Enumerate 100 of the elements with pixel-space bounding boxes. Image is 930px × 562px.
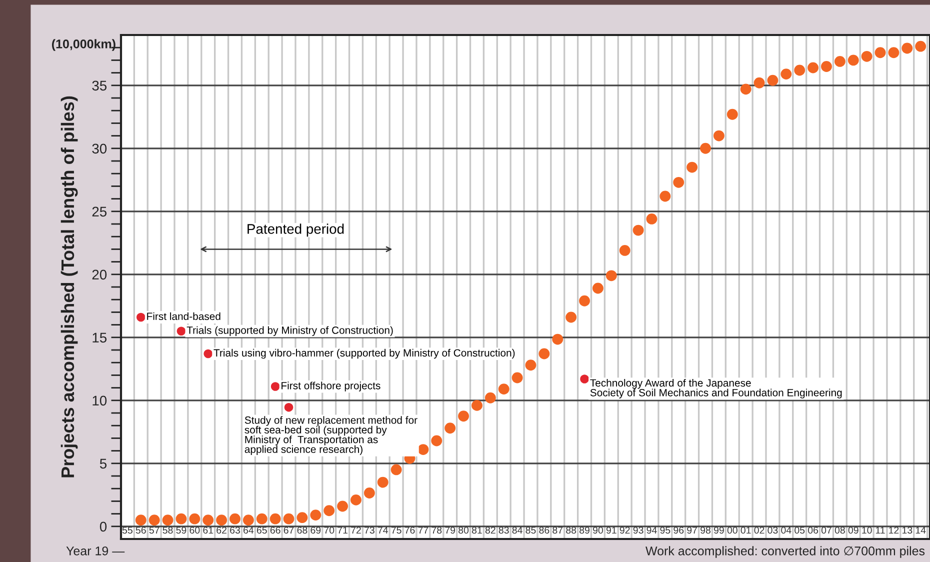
x-tick-label: 96 <box>674 526 684 534</box>
point <box>364 488 375 498</box>
annotation: Trials (supported by Ministry of Construction) <box>186 326 393 336</box>
x-tick-label: 00 <box>727 526 738 534</box>
point <box>740 84 752 95</box>
x-tick-label: 65 <box>256 526 267 534</box>
point <box>606 270 617 282</box>
point <box>848 54 859 66</box>
y-tick-label: 5 <box>100 458 107 469</box>
point <box>834 56 846 67</box>
x-tick-label: 81 <box>472 526 482 534</box>
point <box>498 384 510 395</box>
x-tick-label: 89 <box>580 526 590 534</box>
point <box>552 334 564 345</box>
x-tick-label: 78 <box>432 526 442 534</box>
x-tick-label: 70 <box>324 526 334 534</box>
y-tick-label: 0 <box>100 522 107 532</box>
point <box>512 372 523 384</box>
y-tick-label: 30 <box>92 144 107 154</box>
x-tick-label: 86 <box>539 526 550 534</box>
point <box>646 213 658 224</box>
point <box>902 42 913 54</box>
x-tick-label: 88 <box>566 526 576 534</box>
annotation: Study of new replacement method for soft sea-bed soil (supported by Ministry of Transportation as applied science research) <box>244 416 418 455</box>
x-tick-label: 98 <box>700 526 710 534</box>
point <box>566 312 577 323</box>
x-tick-label: 01 <box>740 526 751 534</box>
x-tick-label: 10 <box>862 526 872 534</box>
x-tick-label: 84 <box>512 526 522 534</box>
point <box>230 513 240 524</box>
x-tick-label: 11 <box>876 526 885 534</box>
y-tick-label: 25 <box>92 206 107 217</box>
x-tick-label: 05 <box>794 526 805 534</box>
point <box>660 190 671 202</box>
x-tick-label: 59 <box>176 526 186 534</box>
point <box>337 500 348 512</box>
annotation: Trials using vibro-hammer (supported by Ministry of Construction) <box>214 348 515 359</box>
x-tick-label: 56 <box>136 526 146 534</box>
point <box>808 62 819 74</box>
point <box>444 422 456 434</box>
point <box>350 494 362 506</box>
point <box>484 392 496 404</box>
text: (10,000km) <box>52 39 116 51</box>
x-tick-label: 76 <box>404 526 415 534</box>
point <box>713 130 724 142</box>
point <box>754 77 765 88</box>
point <box>538 348 550 360</box>
point <box>686 162 698 173</box>
y-tick-label: 20 <box>92 270 107 280</box>
x-tick-label: 68 <box>297 526 308 534</box>
x-tick-label: 91 <box>606 526 616 534</box>
point <box>592 282 604 294</box>
x-tick-label: 63 <box>230 526 240 534</box>
point <box>256 513 268 524</box>
x-tick-label: 02 <box>754 526 764 534</box>
point <box>525 360 536 371</box>
x-tick-label: 64 <box>244 526 254 534</box>
x-tick-label: 95 <box>660 526 670 534</box>
text: Work accomplished: converted into ∅700mm piles <box>646 546 925 558</box>
x-tick-label: 07 <box>821 526 832 534</box>
point <box>377 476 388 488</box>
x-tick-label: 13 <box>902 526 912 534</box>
point <box>296 512 308 524</box>
point <box>242 514 254 526</box>
x-tick-label: 99 <box>714 526 724 534</box>
point <box>202 514 214 526</box>
point <box>874 47 886 58</box>
x-tick-label: 55 <box>122 526 132 534</box>
x-tick-label: 74 <box>378 526 388 534</box>
annotation: Patented period <box>248 224 344 237</box>
point <box>472 400 482 411</box>
y-tick-label: 10 <box>92 396 107 406</box>
x-tick-label: 08 <box>834 526 845 534</box>
point <box>458 410 469 422</box>
annotation: First offshore projects <box>282 382 380 392</box>
x-tick-label: 69 <box>310 526 321 534</box>
x-tick-label: 14 <box>916 526 926 534</box>
x-tick-label: 93 <box>633 526 644 534</box>
x-tick-label: 04 <box>781 526 792 534</box>
point <box>632 224 644 236</box>
x-tick-label: 66 <box>270 526 280 534</box>
x-tick-label: 83 <box>498 526 509 534</box>
x-tick-label: 62 <box>216 526 226 534</box>
x-tick-label: 09 <box>848 526 858 534</box>
x-tick-label: 80 <box>458 526 469 534</box>
point <box>673 176 684 188</box>
x-tick-label: 75 <box>391 526 402 534</box>
x-tick-label: 73 <box>364 526 374 534</box>
point <box>418 444 429 456</box>
point <box>794 64 806 76</box>
x-tick-label: 87 <box>552 526 563 534</box>
y-tick-label: 35 <box>92 80 107 91</box>
x-tick-label: 92 <box>620 526 630 534</box>
x-tick-label: 57 <box>149 526 160 534</box>
x-tick-label: 06 <box>808 526 818 534</box>
point <box>700 142 711 154</box>
point <box>821 61 832 72</box>
annotation: First land-based <box>147 312 220 320</box>
point <box>915 40 926 52</box>
x-tick-label: 82 <box>485 526 496 534</box>
